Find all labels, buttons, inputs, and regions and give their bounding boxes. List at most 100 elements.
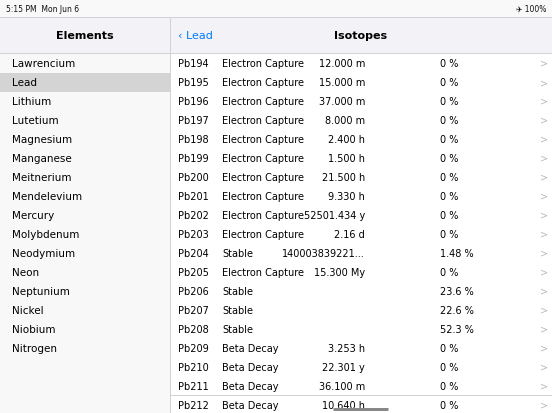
Text: 21.500 h: 21.500 h xyxy=(322,173,365,183)
Text: 0 %: 0 % xyxy=(440,400,458,410)
Text: >: > xyxy=(540,59,548,69)
Text: ✈ 100%: ✈ 100% xyxy=(516,5,546,14)
Text: Pb203: Pb203 xyxy=(178,230,209,240)
Text: >: > xyxy=(540,135,548,145)
Text: >: > xyxy=(540,97,548,107)
Text: 1.48 %: 1.48 % xyxy=(440,248,474,259)
Text: Electron Capture: Electron Capture xyxy=(222,192,304,202)
Text: Stable: Stable xyxy=(222,286,253,296)
Text: 0 %: 0 % xyxy=(440,381,458,391)
Bar xyxy=(0,149,170,150)
Text: Beta Decay: Beta Decay xyxy=(222,400,279,410)
Text: Pb195: Pb195 xyxy=(178,78,209,88)
Text: Niobium: Niobium xyxy=(12,324,56,334)
Text: Electron Capture: Electron Capture xyxy=(222,173,304,183)
Text: Pb210: Pb210 xyxy=(178,362,209,372)
Text: >: > xyxy=(540,116,548,126)
Text: Stable: Stable xyxy=(222,305,253,315)
Text: >: > xyxy=(540,192,548,202)
Text: Electron Capture: Electron Capture xyxy=(222,116,304,126)
Text: 140003839221...: 140003839221... xyxy=(282,248,365,259)
Text: >: > xyxy=(540,400,548,410)
Text: >: > xyxy=(540,173,548,183)
Text: Beta Decay: Beta Decay xyxy=(222,362,279,372)
Bar xyxy=(0,18,552,19)
Text: Pb197: Pb197 xyxy=(178,116,209,126)
Text: Neptunium: Neptunium xyxy=(12,286,70,296)
Text: 0 %: 0 % xyxy=(440,59,458,69)
Text: 9.330 h: 9.330 h xyxy=(328,192,365,202)
Text: Electron Capture: Electron Capture xyxy=(222,211,304,221)
Text: Pb199: Pb199 xyxy=(178,154,209,164)
Bar xyxy=(170,187,552,188)
Text: 0 %: 0 % xyxy=(440,173,458,183)
Text: Pb196: Pb196 xyxy=(178,97,209,107)
Text: Pb198: Pb198 xyxy=(178,135,209,145)
Text: 23.6 %: 23.6 % xyxy=(440,286,474,296)
Text: Stable: Stable xyxy=(222,248,253,259)
Bar xyxy=(170,149,552,150)
Text: Electron Capture: Electron Capture xyxy=(222,154,304,164)
Text: >: > xyxy=(540,230,548,240)
Text: >: > xyxy=(540,381,548,391)
Text: Pb209: Pb209 xyxy=(178,343,209,353)
Text: Pb212: Pb212 xyxy=(178,400,209,410)
Text: 0 %: 0 % xyxy=(440,97,458,107)
Text: >: > xyxy=(540,267,548,277)
Text: >: > xyxy=(540,78,548,88)
Text: Molybdenum: Molybdenum xyxy=(12,230,79,240)
Text: Magnesium: Magnesium xyxy=(12,135,72,145)
Text: Beta Decay: Beta Decay xyxy=(222,381,279,391)
Text: >: > xyxy=(540,324,548,334)
Bar xyxy=(0,130,170,131)
Text: Nickel: Nickel xyxy=(12,305,44,315)
Text: Elements: Elements xyxy=(56,31,114,41)
Text: 8.000 m: 8.000 m xyxy=(325,116,365,126)
Text: Pb202: Pb202 xyxy=(178,211,209,221)
Text: 52.3 %: 52.3 % xyxy=(440,324,474,334)
Text: >: > xyxy=(540,211,548,221)
Bar xyxy=(0,92,170,93)
Text: Lithium: Lithium xyxy=(12,97,51,107)
Text: 0 %: 0 % xyxy=(440,362,458,372)
Text: >: > xyxy=(540,362,548,372)
Bar xyxy=(170,130,552,131)
Text: Neodymium: Neodymium xyxy=(12,248,75,259)
Bar xyxy=(170,111,552,112)
Text: 0 %: 0 % xyxy=(440,135,458,145)
Text: Nitrogen: Nitrogen xyxy=(12,343,57,353)
Text: Electron Capture: Electron Capture xyxy=(222,78,304,88)
Bar xyxy=(0,187,170,188)
Text: 12.000 m: 12.000 m xyxy=(319,59,365,69)
Text: >: > xyxy=(540,305,548,315)
Bar xyxy=(0,111,170,112)
Text: Mercury: Mercury xyxy=(12,211,54,221)
Text: Beta Decay: Beta Decay xyxy=(222,343,279,353)
Text: Neon: Neon xyxy=(12,267,39,277)
Text: 0 %: 0 % xyxy=(440,192,458,202)
Text: Pb204: Pb204 xyxy=(178,248,209,259)
Bar xyxy=(0,168,170,169)
Bar xyxy=(170,92,552,93)
Text: Pb206: Pb206 xyxy=(178,286,209,296)
Text: Lutetium: Lutetium xyxy=(12,116,59,126)
Text: 0 %: 0 % xyxy=(440,343,458,353)
Text: >: > xyxy=(540,343,548,353)
Text: Pb194: Pb194 xyxy=(178,59,209,69)
Bar xyxy=(0,18,170,54)
Text: 36.100 m: 36.100 m xyxy=(319,381,365,391)
Text: 2.16 d: 2.16 d xyxy=(335,230,365,240)
FancyBboxPatch shape xyxy=(333,408,389,411)
Text: 22.301 y: 22.301 y xyxy=(322,362,365,372)
Text: Electron Capture: Electron Capture xyxy=(222,59,304,69)
Text: >: > xyxy=(540,154,548,164)
Text: 0 %: 0 % xyxy=(440,211,458,221)
Bar xyxy=(0,54,170,55)
Text: Pb205: Pb205 xyxy=(178,267,209,277)
Text: 1.500 h: 1.500 h xyxy=(328,154,365,164)
Text: Electron Capture: Electron Capture xyxy=(222,230,304,240)
Text: Electron Capture: Electron Capture xyxy=(222,135,304,145)
Text: Electron Capture: Electron Capture xyxy=(222,267,304,277)
Text: Isotopes: Isotopes xyxy=(335,31,388,41)
Text: Lead: Lead xyxy=(12,78,37,88)
